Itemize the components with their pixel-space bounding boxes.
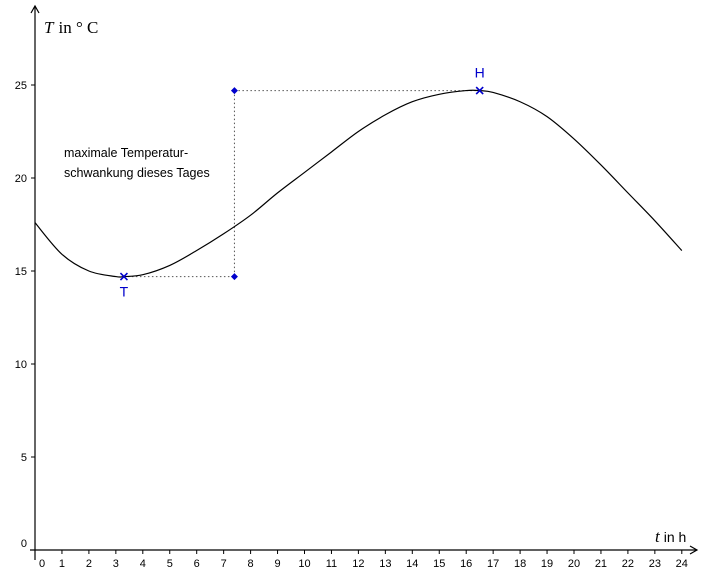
helper-point [230, 87, 238, 95]
x-tick-label: 20 [568, 558, 580, 570]
y-axis-label-unit: in ° C [58, 18, 98, 37]
x-tick-label: 11 [326, 558, 337, 570]
helper-lines [123, 87, 480, 281]
x-tick-label: 15 [433, 558, 445, 570]
y-axis-arrow [30, 4, 40, 14]
x-tick-label: 21 [595, 558, 607, 570]
temperature-curve [34, 89, 683, 278]
x-tick-label: 16 [460, 558, 472, 570]
extremum-label: H [475, 65, 485, 81]
x-tick-label: 5 [167, 558, 173, 570]
x-axis-arrow [689, 545, 699, 555]
y-tick-label: 5 [21, 452, 27, 464]
x-tick-label: 9 [274, 558, 280, 570]
x-tick-label: 12 [352, 558, 364, 570]
x-tick-label: 0 [39, 558, 45, 570]
y-tick-label: 25 [15, 80, 27, 92]
x-tick-label: 18 [514, 558, 526, 570]
x-tick-label: 2 [86, 558, 92, 570]
x-tick-label: 1 [59, 558, 65, 570]
x-tick-label: 22 [622, 558, 634, 570]
x-tick-label: 3 [113, 558, 119, 570]
x-tick-label: 4 [140, 558, 146, 570]
x-tick-label: 8 [248, 558, 254, 570]
x-tick-label: 14 [406, 558, 418, 570]
x-tick-label: 13 [379, 558, 391, 570]
y-axis-label-var: T [44, 18, 55, 37]
x-tick-label: 7 [221, 558, 227, 570]
y-tick-label: 15 [15, 266, 27, 278]
helper-point [230, 273, 238, 281]
x-tick-label: 19 [541, 558, 553, 570]
extremum-H [475, 86, 484, 95]
extremum-label: T [120, 284, 129, 300]
x-axis-label: t in h [655, 527, 686, 546]
x-tick-label: 17 [487, 558, 499, 570]
extremum-T [119, 272, 129, 281]
y-ticks: 0 5 10 15 20 25 [15, 80, 35, 551]
y-tick-label: 10 [15, 359, 27, 371]
extrema-points: TH [120, 65, 485, 300]
y-tick-label: 20 [15, 173, 27, 185]
annotation-line-1: maximale Temperatur- [64, 146, 188, 160]
x-axis-label-unit: in h [664, 529, 687, 545]
x-tick-label: 23 [649, 558, 661, 570]
annotation-line-2: schwankung dieses Tages [64, 166, 210, 180]
y-tick-label: 0 [21, 538, 27, 550]
x-ticks: 0 1 2 3 4 5 6 7 8 9 10 11 12 13 14 15 16 17 18 19 20 21 22 23 24 [34, 550, 688, 570]
x-tick-label: 6 [194, 558, 200, 570]
x-axis-label-var: t [655, 527, 661, 546]
x-tick-label: 24 [676, 558, 688, 570]
x-tick-label: 10 [298, 558, 310, 570]
